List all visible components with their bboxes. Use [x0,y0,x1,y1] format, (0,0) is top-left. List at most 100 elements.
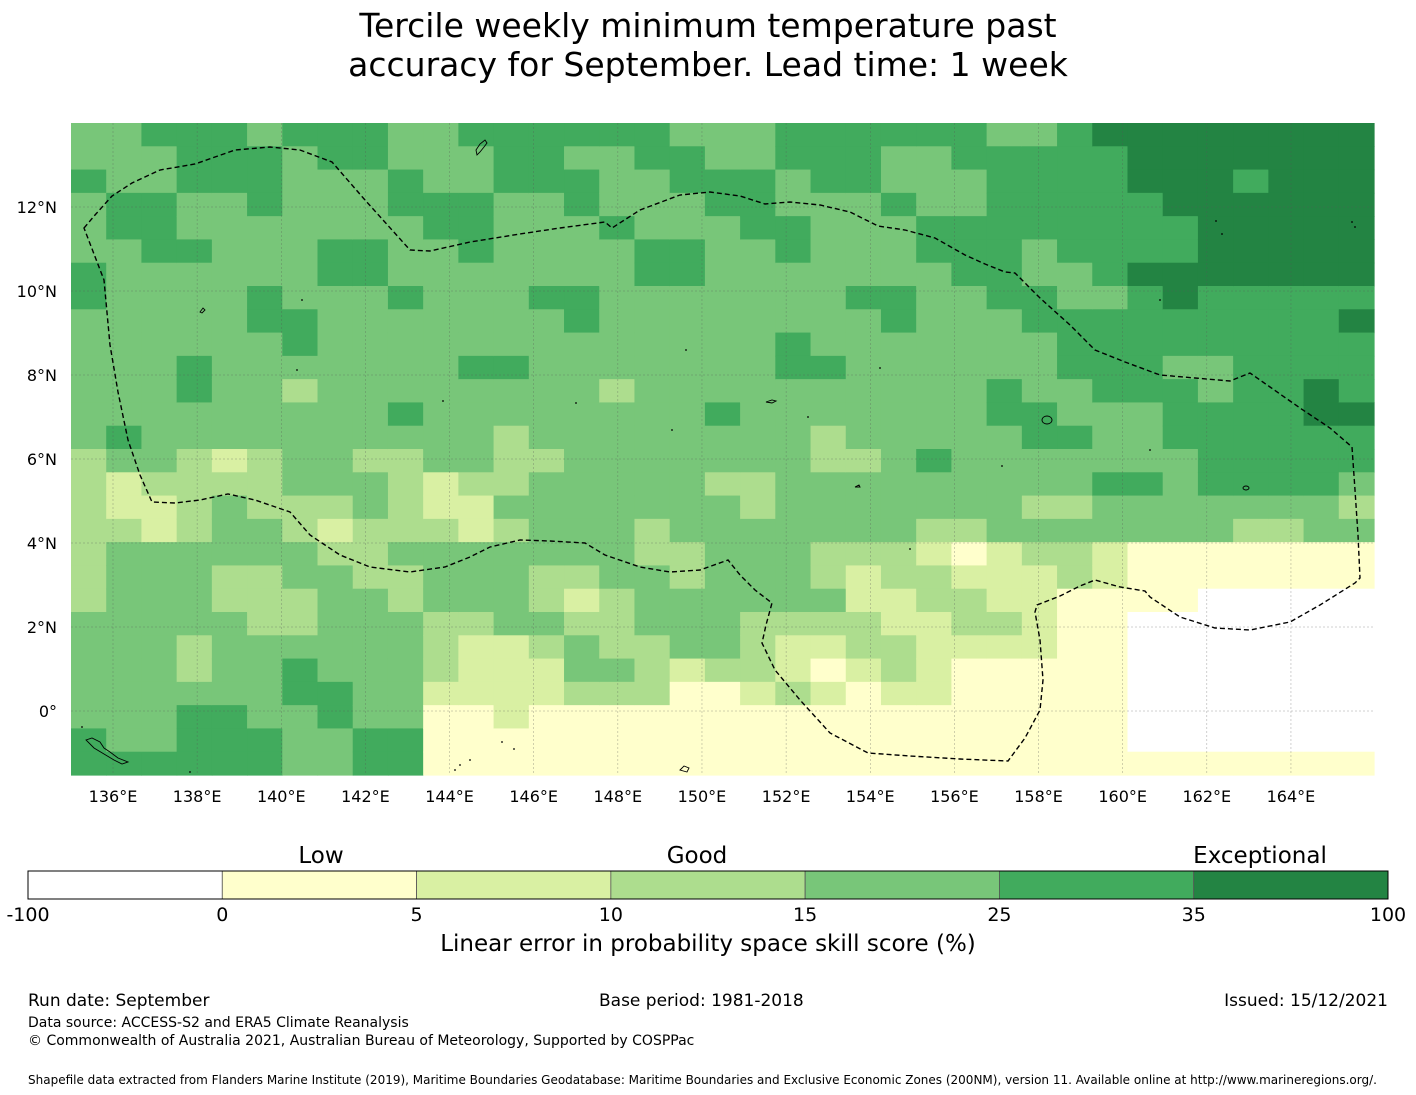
grid-cell [704,239,741,264]
grid-cell [564,588,600,613]
grid-cell [1303,286,1340,310]
grid-cell [211,239,248,264]
grid-cell [211,518,248,543]
grid-cell [1127,751,1164,776]
grid-cell [211,332,248,357]
grid-cell [106,705,143,730]
grid-cell [740,705,776,730]
grid-cell [916,565,953,590]
atoll-dot [296,369,298,371]
grid-cell [176,565,213,590]
grid-cell [458,262,495,287]
grid-cell [176,286,213,310]
grid-cell [564,449,600,473]
grid-cell [282,705,319,730]
grid-cell [493,309,530,334]
grid-cell [669,355,706,380]
grid-cell [282,402,319,427]
grid-cell [880,658,917,683]
grid-cell [1162,635,1199,660]
grid-cell [775,169,812,194]
grid-cell [845,332,882,357]
atoll-dot [671,429,673,431]
grid-cell [1092,635,1129,660]
atoll-dot [454,769,456,771]
grid-cell [352,262,389,287]
grid-cell [1197,658,1234,683]
grid-cell [810,658,847,683]
grid-cell [317,239,354,264]
grid-cell [669,379,706,404]
grid-cell [211,542,248,567]
grid-cell [493,123,530,147]
issued-date: Issued: 15/12/2021 [1224,991,1388,1011]
grid-cell [317,332,354,357]
grid-cell [564,286,600,310]
grid-cell [352,612,389,636]
grid-cell [458,635,495,660]
grid-cell [458,192,495,217]
grid-cell [211,751,248,776]
grid-cell [282,286,319,310]
grid-cell [352,751,389,776]
colorbar-tick-label: 10 [599,904,623,926]
grid-cell [599,681,636,706]
grid-cell [317,146,354,171]
grid-cell [1162,751,1199,776]
grid-cell [282,495,319,520]
grid-cell [106,379,143,404]
grid-cell [493,728,530,753]
grid-cell [528,425,565,450]
grid-cell [564,635,600,660]
grid-cell [775,216,812,241]
grid-cell [1268,309,1305,334]
grid-cell [916,216,953,241]
grid-cell [599,472,636,497]
grid-cell [1233,542,1269,567]
grid-cell [1338,635,1375,660]
grid-cell [634,379,671,404]
grid-cell [1162,379,1199,404]
grid-cell [1162,146,1199,171]
grid-cell [247,169,283,194]
grid-cell [211,309,248,334]
atoll-dot [1354,226,1356,228]
grid-cell [951,565,988,590]
grid-cell [845,239,882,264]
grid-cell [599,612,636,636]
grid-cell [1057,635,1093,660]
grid-cell [141,216,178,241]
grid-cell [1021,542,1058,567]
grid-cell [1268,751,1305,776]
grid-cell [810,635,847,660]
grid-cell [1268,658,1305,683]
grid-cell [740,565,776,590]
grid-cell [493,472,530,497]
grid-cell [1233,751,1269,776]
island-outline [475,139,488,156]
grid-cell [986,332,1023,357]
grid-cell [211,169,248,194]
grid-cell [986,658,1023,683]
grid-cell [1021,169,1058,194]
grid-cell [176,472,213,497]
grid-cell [1127,239,1164,264]
grid-cell [458,705,495,730]
grid-cell [951,612,988,636]
grid-cell [1092,216,1129,241]
grid-cell [247,728,283,753]
grid-cell [528,565,565,590]
grid-cell [1268,472,1305,497]
grid-cell [1303,635,1340,660]
grid-cell [951,146,988,171]
grid-cell [1127,425,1164,450]
grid-cell [1057,472,1093,497]
grid-cell [1233,239,1269,264]
grid-cell [880,495,917,520]
grid-cell [634,681,671,706]
grid-cell [1127,612,1164,636]
grid-cell [423,216,459,241]
grid-cell [282,379,319,404]
grid-cell [1127,449,1164,473]
grid-cell [247,425,283,450]
